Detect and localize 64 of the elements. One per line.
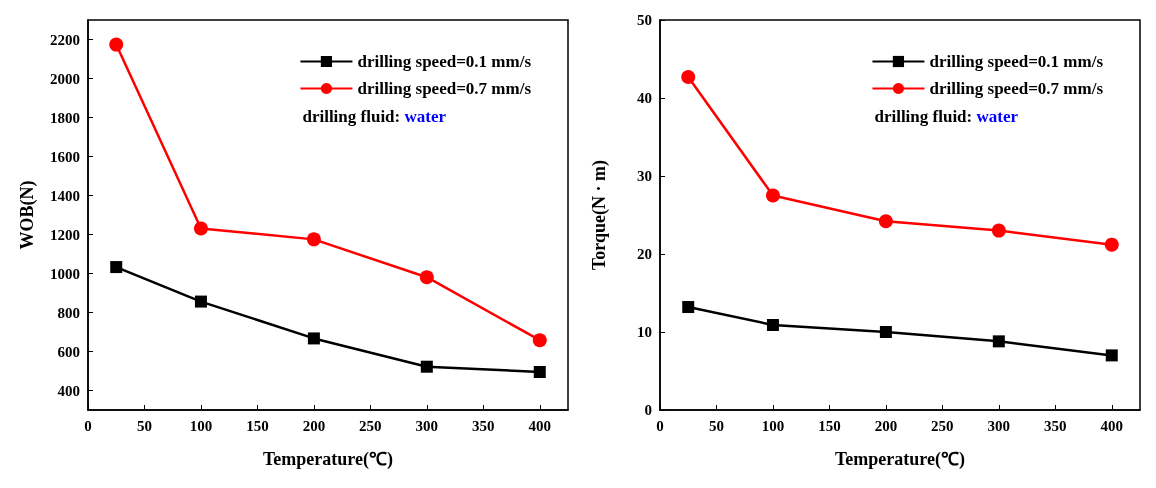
x-tick-label: 250 (931, 417, 954, 434)
y-tick-label: 800 (57, 304, 80, 321)
x-tick-label: 200 (302, 417, 326, 434)
x-tick-label: 100 (189, 417, 213, 434)
y-tick-label: 1800 (50, 109, 80, 126)
y-tick-label: 600 (57, 343, 80, 360)
point (879, 326, 892, 338)
legend-label: drilling speed=0.7 mm/s (929, 79, 1104, 98)
point (306, 232, 321, 247)
x-tick-label: 50 (708, 417, 724, 434)
x-tick-label: 150 (818, 417, 841, 434)
x-tick-label: 50 (136, 417, 152, 434)
annotation: drilling fluid: water (302, 107, 447, 126)
y-tick-label: 1200 (50, 226, 80, 243)
y-tick-label: 2000 (50, 70, 80, 87)
y-tick-label: 50 (637, 12, 652, 28)
x-tick-label: 150 (246, 417, 269, 434)
point (307, 332, 320, 345)
point (533, 365, 546, 378)
x-tick-label: 200 (874, 417, 898, 434)
point (420, 360, 433, 373)
y-tick-label: 1600 (50, 148, 80, 165)
x-tick-label: 300 (987, 417, 1011, 434)
y-axis-title: Torque(N · m) (589, 159, 610, 271)
x-tick-label: 0 (84, 417, 92, 434)
x-tick-label: 300 (415, 417, 439, 434)
point (419, 270, 434, 285)
legend-label: drilling speed=0.7 mm/s (357, 79, 532, 98)
point (765, 188, 780, 203)
point (992, 335, 1005, 348)
point (109, 37, 124, 52)
point (682, 301, 695, 314)
x-axis-title: Temperature(℃) (263, 449, 393, 470)
x-axis-title: Temperature(℃) (835, 449, 965, 470)
y-tick-label: 1400 (50, 187, 80, 204)
y-tick-label: 30 (637, 168, 652, 184)
y-axis-title: WOB(N) (17, 180, 38, 250)
y-tick-label: 0 (644, 402, 652, 418)
point (681, 69, 696, 84)
x-tick-label: 400 (528, 417, 552, 434)
point (1104, 237, 1119, 252)
y-tick-label: 2200 (50, 31, 80, 48)
annotation: drilling fluid: water (874, 107, 1019, 126)
x-tick-label: 100 (761, 417, 785, 434)
x-tick-label: 350 (472, 417, 495, 434)
point (110, 261, 123, 274)
point (766, 318, 779, 331)
point (1105, 349, 1118, 362)
x-tick-label: 250 (359, 417, 382, 434)
point (194, 295, 207, 308)
y-tick-label: 10 (637, 324, 652, 340)
y-tick-label: 20 (637, 246, 652, 262)
y-tick-label: 1000 (50, 265, 80, 282)
x-tick-label: 400 (1100, 417, 1124, 434)
y-tick-label: 400 (57, 382, 80, 399)
point (878, 214, 893, 229)
x-tick-label: 350 (1044, 417, 1067, 434)
point (991, 223, 1006, 238)
legend-label: drilling speed=0.1 mm/s (357, 52, 532, 71)
x-tick-label: 0 (656, 417, 664, 434)
point (532, 333, 547, 348)
legend-label: drilling speed=0.1 mm/s (929, 52, 1104, 71)
y-tick-label: 40 (637, 90, 652, 106)
point (193, 221, 208, 236)
